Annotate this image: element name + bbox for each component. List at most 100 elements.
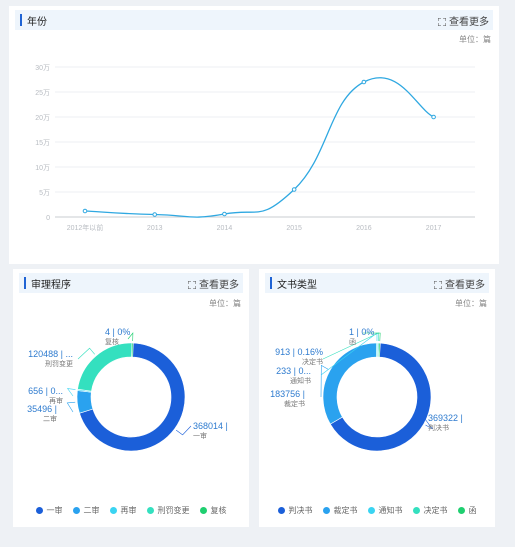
title-accent: [24, 277, 26, 289]
legend-swatch: [35, 507, 43, 514]
slice-value-label: 913 | 0.16%: [275, 347, 323, 357]
legend-swatch: [199, 507, 207, 514]
legend-label: 二审: [83, 506, 100, 515]
slice-4[interactable]: [131, 342, 134, 358]
legend-label: 裁定书: [333, 506, 358, 515]
legend-swatch: [322, 507, 330, 514]
x-tick-label: 2013: [147, 225, 163, 232]
label-line: [424, 418, 433, 430]
legend-item[interactable]: 通知书: [367, 505, 403, 516]
data-point[interactable]: [82, 208, 88, 214]
slice-name-label: 刑罚变更: [45, 359, 73, 368]
unit-label: 单位：篇: [209, 299, 241, 308]
label-line: [77, 347, 95, 360]
data-point[interactable]: [291, 187, 297, 192]
legend-label: 判决书: [288, 506, 313, 515]
panel-title: 审理程序: [31, 280, 71, 291]
y-tick-label: 10万: [35, 164, 50, 172]
slice-name-label: 函: [349, 337, 356, 346]
panel-header: 审理程序 查看更多: [19, 273, 243, 293]
y-tick-label: 25万: [35, 89, 50, 97]
legend-item[interactable]: 判决书: [277, 505, 313, 516]
legend-label: 一审: [46, 506, 63, 515]
slice-0[interactable]: [79, 342, 186, 452]
slice-name-label: 一审: [193, 431, 207, 440]
view-more-label: 查看更多: [449, 17, 489, 28]
year-panel: 年份 查看更多 单位：篇 0 5万 10万 15万 20万 25万 30万 2012年以前 20…: [9, 6, 499, 264]
legend-swatch: [412, 507, 420, 514]
label-line: [175, 425, 192, 436]
series-line: [84, 77, 434, 218]
x-tick-label: 2017: [426, 225, 442, 232]
legend-item[interactable]: 刑罚变更: [146, 505, 190, 516]
slice-name-label: 二审: [43, 414, 57, 423]
slice-1[interactable]: [76, 390, 94, 414]
slice-value-label: 120488 | ...: [28, 349, 73, 359]
y-tick-label: 30万: [35, 64, 50, 72]
panel-header: 文书类型 查看更多: [265, 273, 489, 293]
view-more-label: 查看更多: [199, 280, 239, 291]
legend-item[interactable]: 复核: [199, 505, 227, 516]
panel-title: 年份: [27, 17, 47, 28]
slice-value-label: 369322 |: [428, 413, 463, 423]
view-more-button[interactable]: 查看更多: [434, 276, 485, 291]
legend-label: 函: [468, 506, 477, 515]
legend-item[interactable]: 决定书: [412, 505, 448, 516]
x-tick-label: 2016: [356, 225, 372, 232]
slice-name-label: 判决书: [428, 423, 449, 432]
label-line: [362, 332, 381, 342]
panel-header: 年份 查看更多: [15, 10, 493, 30]
slice-value-label: 233 | 0...: [276, 366, 311, 376]
legend-item[interactable]: 函: [457, 505, 477, 516]
unit-label: 单位：篇: [455, 299, 487, 308]
slice-3[interactable]: [77, 342, 133, 392]
slice-value-label: 1 | 0%: [349, 327, 374, 337]
slice-name-label: 裁定书: [284, 399, 305, 408]
year-line-chart: 0 5万 10万 15万 20万 25万 30万 2012年以前 2013 2014 2015 201…: [35, 64, 475, 232]
view-more-button[interactable]: 查看更多: [188, 276, 239, 291]
legend-swatch: [109, 507, 117, 514]
doctype-panel: 文书类型 查看更多 单位：篇 369322 | 判决书 183756 | 裁定书 233…: [259, 269, 495, 527]
legend-item[interactable]: 裁定书: [322, 505, 358, 516]
legend-label: 复核: [210, 506, 227, 515]
label-line: [66, 388, 76, 397]
view-more-label: 查看更多: [445, 280, 485, 291]
x-tick-label: 2015: [286, 225, 302, 232]
x-tick-label: 2012年以前: [67, 223, 104, 232]
slice-name-label: 复核: [105, 337, 119, 346]
legend-item[interactable]: 再审: [109, 505, 137, 516]
slice-name-label: 决定书: [302, 357, 323, 366]
legend-swatch: [277, 507, 285, 514]
legend-swatch: [457, 507, 465, 514]
legend-item[interactable]: 二审: [72, 505, 100, 516]
expand-icon: [188, 281, 196, 289]
slice-value-label: 35496 |: [27, 404, 57, 414]
label-line: [320, 364, 329, 398]
slice-name-label: 再审: [49, 396, 63, 405]
title-accent: [270, 277, 272, 289]
data-point[interactable]: [152, 212, 158, 217]
legend-label: 通知书: [378, 506, 403, 515]
doctype-legend: 判决书 裁定书 通知书 决定书 函: [259, 505, 495, 516]
label-line: [66, 401, 76, 413]
slice-name-label: 通知书: [290, 376, 311, 385]
data-point[interactable]: [431, 114, 436, 120]
slice-0[interactable]: [329, 342, 432, 452]
legend-item[interactable]: 一审: [35, 505, 63, 516]
data-point[interactable]: [222, 211, 227, 217]
legend-swatch: [146, 507, 154, 514]
y-tick-label: 0: [46, 215, 50, 222]
data-point[interactable]: [361, 79, 367, 85]
legend-label: 刑罚变更: [157, 506, 190, 515]
procedure-panel: 审理程序 查看更多 单位：篇 368014 | 一审 35496 | 二审 656 | …: [13, 269, 249, 527]
slice-4[interactable]: [378, 342, 381, 358]
label-line: [127, 332, 134, 342]
slice-value-label: 656 | 0...: [28, 386, 63, 396]
title-accent: [20, 14, 22, 26]
expand-icon: [434, 281, 442, 289]
expand-icon: [438, 18, 446, 26]
x-tick-label: 2014: [217, 225, 233, 232]
view-more-button[interactable]: 查看更多: [438, 13, 489, 28]
legend-swatch: [72, 507, 80, 514]
procedure-legend: 一审 二审 再审 刑罚变更 复核: [13, 505, 249, 516]
